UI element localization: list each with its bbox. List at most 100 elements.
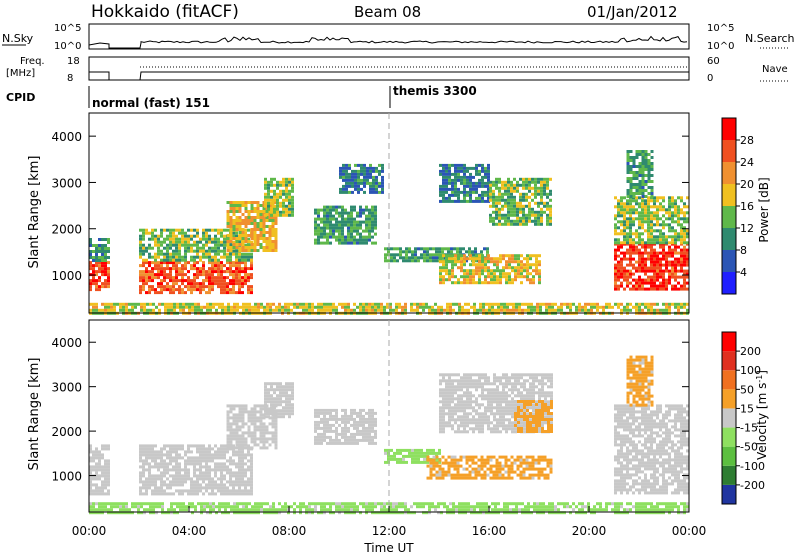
power-cells-cell-15 — [344, 305, 347, 309]
power-cells-cell-3 — [196, 255, 199, 259]
power-cells-cell-3 — [202, 234, 205, 238]
power-cells-cell-15 — [440, 308, 443, 312]
vel-cells-cell-1 — [217, 483, 220, 487]
vel-cells-cell-6 — [432, 458, 436, 462]
power-cells-cell-6 — [368, 217, 371, 221]
power-cells-cell-8 — [462, 247, 465, 251]
vel-cells-cell-2 — [268, 431, 272, 435]
power-cells-cell-11 — [492, 216, 495, 220]
power-cells-cell-10 — [445, 199, 448, 203]
vel-cells-cell-1 — [241, 492, 244, 496]
power-cells-cell-11 — [492, 201, 495, 205]
vel-cells-cell-6 — [498, 461, 502, 465]
power-cells-cell-12 — [620, 251, 623, 255]
vel-cells-cell-1 — [220, 492, 223, 496]
power-cells-cell-2 — [241, 291, 244, 295]
power-cells-cell-3 — [193, 255, 196, 259]
power-cells-cell-3 — [166, 243, 169, 247]
power-cells-cell-11 — [540, 198, 543, 202]
power-cells-cell-5 — [279, 189, 282, 193]
vel-cells-cell-4 — [317, 426, 320, 430]
power-cells-cell-12 — [677, 269, 680, 273]
power-cells-cell-3 — [154, 237, 157, 241]
vel-cells-cell-1 — [247, 492, 250, 496]
power-cells-cell-15 — [236, 308, 239, 312]
power-cells-cell-13 — [635, 199, 638, 203]
power-cells-cell-6 — [353, 226, 356, 230]
vel-cells-cell-6 — [438, 458, 442, 462]
power-cells-cell-3 — [220, 234, 223, 238]
power-cells-cell-15 — [389, 308, 392, 312]
vel-cells-cell-6 — [486, 467, 490, 471]
vel-cells-cell-3 — [285, 382, 288, 386]
power-cells-cell-4 — [247, 222, 251, 225]
power-cells-cell-12 — [617, 254, 620, 258]
power-cells-cell-4 — [241, 204, 245, 207]
power-cells-cell-11 — [507, 210, 510, 214]
power-cells-cell-1 — [89, 244, 92, 247]
power-cells-cell-3 — [217, 246, 220, 250]
vel-cells-cell-1 — [142, 474, 145, 478]
vel-cells-cell-1 — [187, 477, 190, 481]
power-cells-cell-13 — [644, 208, 647, 212]
power-cells-cell-5 — [288, 189, 291, 193]
vel-cells-cell-6 — [480, 473, 484, 477]
power-cells-cell-9 — [469, 257, 472, 261]
power-cells-cell-15 — [296, 302, 299, 306]
vel-cells-cell-1 — [139, 489, 142, 493]
power-cells-cell-2 — [196, 285, 199, 289]
power-cells-cell-3 — [211, 249, 214, 253]
power-cells-cell-6 — [371, 226, 374, 230]
power-cells-cell-11 — [543, 186, 546, 190]
power-cells-cell-2 — [148, 273, 151, 277]
power-cells-cell-6 — [326, 217, 329, 221]
power-cells-cell-3 — [148, 252, 151, 256]
vel-cells-cell-6 — [432, 467, 436, 471]
vel-cells-cell-2 — [232, 431, 236, 435]
vel-cells-cell-0 — [104, 447, 107, 451]
vel-cells-cell-2 — [235, 416, 239, 420]
power-cells-cell-15 — [485, 308, 488, 312]
power-cells-cell-15 — [536, 305, 539, 309]
colorbar-swatch — [722, 162, 736, 184]
power-cells-cell-7 — [369, 166, 372, 170]
vel-cells-cell-1 — [208, 474, 211, 478]
power-cells-cell-2 — [157, 273, 160, 277]
vel-cells-cell-6 — [450, 455, 454, 459]
power-cells-cell-3 — [202, 243, 205, 247]
power-cells-cell-15 — [530, 305, 533, 309]
power-cells-cell-4 — [268, 234, 272, 237]
vel-cells-cell-4 — [362, 438, 365, 442]
power-cells-cell-7 — [375, 169, 378, 173]
power-cells-cell-3 — [142, 243, 145, 247]
power-cells-cell-5 — [267, 195, 270, 199]
power-cells-cell-9 — [487, 260, 490, 264]
power-cells-cell-10 — [454, 166, 457, 170]
power-cells-cell-4 — [235, 219, 239, 222]
power-cells-cell-3 — [229, 243, 232, 247]
vel-cells-cell-4 — [314, 411, 317, 415]
power-cells-cell-9 — [466, 278, 469, 282]
vel-cells-cell-2 — [247, 434, 251, 438]
power-cells-cell-15 — [422, 302, 425, 306]
vel-cells-cell-2 — [241, 443, 245, 447]
power-cells-cell-12 — [644, 245, 647, 249]
power-cells-cell-2 — [184, 267, 187, 271]
vel-cells-cell-4 — [332, 441, 335, 445]
vel-cells-cell-3 — [279, 397, 282, 401]
power-cells-cell-8 — [417, 259, 420, 263]
power-cells-cell-12 — [617, 248, 620, 252]
vel-cells-cell-1 — [196, 483, 199, 487]
power-cells-cell-5 — [288, 210, 291, 214]
power-cells-cell-15 — [386, 302, 389, 306]
power-cells-cell-0 — [89, 285, 92, 289]
power-cells-cell-15 — [581, 305, 584, 309]
power-cells-cell-9 — [508, 266, 511, 270]
power-cells-cell-11 — [519, 192, 522, 196]
vel-cells-cell-1 — [214, 462, 217, 466]
power-cells-cell-12 — [653, 275, 656, 279]
power-cells-cell-6 — [338, 223, 341, 227]
power-cells-cell-9 — [520, 275, 523, 279]
power-cells-cell-15 — [143, 302, 146, 306]
power-cells-cell-11 — [528, 210, 531, 214]
